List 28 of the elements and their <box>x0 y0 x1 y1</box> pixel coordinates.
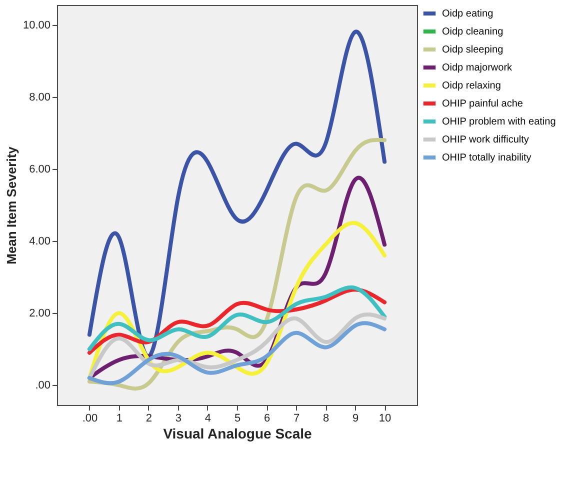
y-tick-label: 8.00 <box>29 91 50 104</box>
x-tick-label: 6 <box>264 412 270 424</box>
x-tick-label: 2 <box>146 412 152 424</box>
x-tick-label: 8 <box>322 412 330 424</box>
y-axis-title: Mean Item Severity <box>4 146 19 264</box>
legend-label: OHIP problem with eating <box>442 116 556 128</box>
y-tick-label: 4.00 <box>29 236 50 248</box>
x-tick-label: .00 <box>82 412 98 424</box>
x-axis-title: Visual Analogue Scale <box>163 426 312 442</box>
x-tick-label: 10 <box>378 412 392 424</box>
x-tick-label: 4 <box>204 412 212 424</box>
x-tick-label: 7 <box>293 412 300 424</box>
legend-label: OHIP work difficulty <box>442 134 529 146</box>
x-tick-label: 5 <box>234 412 241 424</box>
legend-label: Oidp relaxing <box>442 80 501 92</box>
y-tick-label: 10.00 <box>22 19 50 32</box>
x-tick-label: 3 <box>175 412 182 424</box>
legend-label: Oidp cleaning <box>442 26 504 38</box>
legend-label: Oidp sleeping <box>442 44 504 56</box>
x-tick-label: 9 <box>352 412 359 424</box>
y-tick-label: 6.00 <box>29 163 50 176</box>
x-tick-label: 1 <box>116 412 123 424</box>
y-tick-label: .00 <box>35 380 50 392</box>
legend-label: OHIP totally inability <box>442 152 532 164</box>
legend-label: Oidp eating <box>442 8 494 20</box>
legend-label: Oidp majorwork <box>442 62 514 74</box>
y-tick-label: 2.00 <box>29 308 50 320</box>
legend-label: OHIP painful ache <box>442 98 524 110</box>
